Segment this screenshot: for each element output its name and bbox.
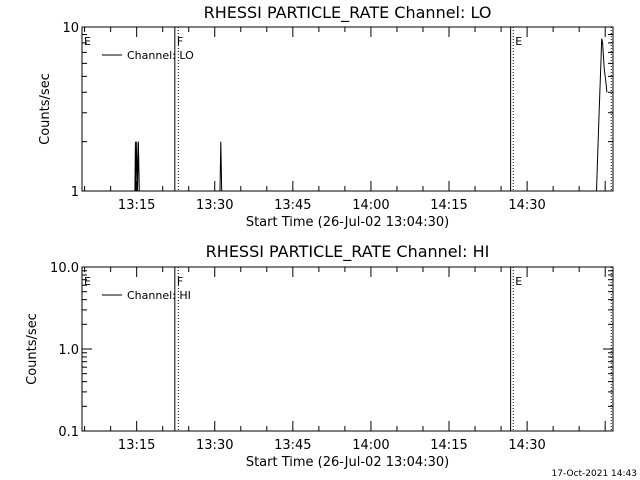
y-axis-label: Counts/sec bbox=[25, 313, 40, 385]
y-tick-label: 1 bbox=[71, 185, 79, 200]
x-tick-label: 14:30 bbox=[508, 438, 545, 453]
y-tick-label: 10.0 bbox=[50, 261, 79, 276]
event-marker-label: E bbox=[84, 35, 91, 48]
x-tick-label: 14:15 bbox=[430, 198, 467, 213]
event-marker-label: F bbox=[177, 35, 183, 48]
event-marker-label: F bbox=[177, 275, 183, 288]
chart-hi: RHESSI PARTICLE_RATE Channel: HI 10.0 1.0 0… bbox=[25, 242, 614, 470]
x-tick-label: 14:00 bbox=[352, 438, 389, 453]
chart-lo: RHESSI PARTICLE_RATE Channel: LO 10 1 Count… bbox=[38, 3, 614, 230]
x-tick-label: 13:30 bbox=[196, 198, 233, 213]
legend-label: Channel: LO bbox=[127, 49, 194, 62]
x-axis-label: Start Time (26-Jul-02 13:04:30) bbox=[246, 215, 449, 230]
x-tick-label: 13:15 bbox=[118, 438, 155, 453]
x-tick-label: 14:00 bbox=[352, 198, 389, 213]
chart-title: RHESSI PARTICLE_RATE Channel: LO bbox=[204, 3, 492, 23]
legend-label: Channel: HI bbox=[127, 289, 191, 302]
chart-title: RHESSI PARTICLE_RATE Channel: HI bbox=[206, 242, 490, 262]
x-tick-label: 13:30 bbox=[196, 438, 233, 453]
event-marker-label: E bbox=[84, 275, 91, 288]
footer-timestamp: 17-Oct-2021 14:43 bbox=[552, 469, 637, 479]
x-tick-label: 13:45 bbox=[274, 438, 311, 453]
x-tick-label: 14:15 bbox=[430, 438, 467, 453]
x-tick-label: 13:45 bbox=[274, 198, 311, 213]
y-tick-label: 0.1 bbox=[58, 425, 79, 440]
y-tick-label: 10 bbox=[62, 21, 79, 36]
x-axis-label: Start Time (26-Jul-02 13:04:30) bbox=[246, 455, 449, 470]
series-line bbox=[134, 38, 608, 192]
x-tick-label: 13:15 bbox=[118, 198, 155, 213]
y-axis-label: Counts/sec bbox=[38, 73, 53, 145]
x-tick-label: 14:30 bbox=[508, 198, 545, 213]
y-tick-label: 1.0 bbox=[58, 343, 79, 358]
event-marker-label: E bbox=[515, 35, 522, 48]
event-marker-label: E bbox=[515, 275, 522, 288]
